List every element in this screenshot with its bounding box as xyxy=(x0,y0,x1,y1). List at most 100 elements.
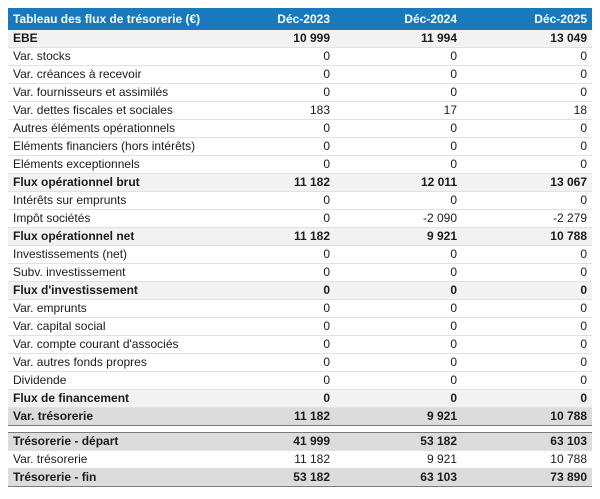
column-header-dec-2025: Déc-2025 xyxy=(462,8,592,30)
row-label: Investissements (net) xyxy=(8,245,208,264)
row-label: Trésorerie - fin xyxy=(8,468,208,487)
row-label: Var. fournisseurs et assimilés xyxy=(8,83,208,102)
row-label: Eléments exceptionnels xyxy=(8,155,208,174)
row-value: 17 xyxy=(335,101,462,120)
row-label: Var. compte courant d'associés xyxy=(8,335,208,354)
row-value: 0 xyxy=(335,83,462,102)
row-label: Var. stocks xyxy=(8,47,208,66)
row-value: 0 xyxy=(462,65,592,84)
row-value: 0 xyxy=(208,47,335,66)
table-row: Var. autres fonds propres 0 0 0 xyxy=(8,353,592,372)
row-value: 0 xyxy=(208,389,335,408)
row-value: 9 921 xyxy=(335,407,462,426)
table-row: Eléments financiers (hors intérêts) 0 0 0 xyxy=(8,137,592,156)
row-label: Var. dettes fiscales et sociales xyxy=(8,101,208,120)
row-value: 0 xyxy=(462,353,592,372)
row-label: Autres éléments opérationnels xyxy=(8,119,208,138)
row-value: 0 xyxy=(335,317,462,336)
row-value: -2 090 xyxy=(335,209,462,228)
row-value: 9 921 xyxy=(335,227,462,246)
row-label: Flux de financement xyxy=(8,389,208,408)
row-label: Flux d'investissement xyxy=(8,281,208,300)
table-row: Investissements (net) 0 0 0 xyxy=(8,245,592,264)
row-label: Var. autres fonds propres xyxy=(8,353,208,372)
table-row: Var. compte courant d'associés 0 0 0 xyxy=(8,335,592,354)
row-value: 0 xyxy=(462,137,592,156)
row-value: 0 xyxy=(208,263,335,282)
row-value: 0 xyxy=(462,281,592,300)
row-value: 0 xyxy=(335,245,462,264)
section-spacer xyxy=(8,425,592,433)
row-value: 0 xyxy=(335,281,462,300)
table-row: Intérêts sur emprunts 0 0 0 xyxy=(8,191,592,210)
row-label: Flux opérationnel net xyxy=(8,227,208,246)
row-value: 0 xyxy=(208,299,335,318)
row-value: 0 xyxy=(208,155,335,174)
table-row: Var. trésorerie 11 182 9 921 10 788 xyxy=(8,450,592,469)
row-label: Subv. investissement xyxy=(8,263,208,282)
row-label: Var. trésorerie xyxy=(8,407,208,426)
row-value: 10 788 xyxy=(462,407,592,426)
row-value: 10 788 xyxy=(462,450,592,469)
row-label: Var. trésorerie xyxy=(8,450,208,469)
row-value: 0 xyxy=(208,65,335,84)
row-value: 0 xyxy=(208,371,335,390)
row-label: Var. créances à recevoir xyxy=(8,65,208,84)
table-row: Dividende 0 0 0 xyxy=(8,371,592,390)
row-value: 0 xyxy=(335,65,462,84)
row-value: 0 xyxy=(335,299,462,318)
row-label: Var. emprunts xyxy=(8,299,208,318)
row-value: 10 999 xyxy=(208,30,335,48)
row-value: 0 xyxy=(208,317,335,336)
row-value: 13 049 xyxy=(462,30,592,48)
table-row: Var. dettes fiscales et sociales 183 17 18 xyxy=(8,101,592,120)
row-value: 0 xyxy=(208,191,335,210)
row-value: 9 921 xyxy=(335,450,462,469)
row-value: 0 xyxy=(335,263,462,282)
table-title: Tableau des flux de trésorerie (€) xyxy=(8,8,208,30)
cash-flow-table: Tableau des flux de trésorerie (€) Déc-2… xyxy=(8,8,592,487)
row-value: 13 067 xyxy=(462,173,592,192)
row-value: 0 xyxy=(462,191,592,210)
section-spacer-cell xyxy=(8,425,592,433)
table-row: Impôt sociétés 0 -2 090 -2 279 xyxy=(8,209,592,228)
table-row: Eléments exceptionnels 0 0 0 xyxy=(8,155,592,174)
row-value: 0 xyxy=(335,353,462,372)
table-row: EBE 10 999 11 994 13 049 xyxy=(8,30,592,48)
row-value: 0 xyxy=(335,119,462,138)
row-label: EBE xyxy=(8,30,208,48)
row-label: Impôt sociétés xyxy=(8,209,208,228)
row-value: 0 xyxy=(208,335,335,354)
row-value: 0 xyxy=(462,263,592,282)
row-value: 0 xyxy=(462,83,592,102)
row-value: 0 xyxy=(462,389,592,408)
table-row: Flux opérationnel net 11 182 9 921 10 788 xyxy=(8,227,592,246)
row-value: 0 xyxy=(208,137,335,156)
row-value: 0 xyxy=(208,245,335,264)
table-row: Var. emprunts 0 0 0 xyxy=(8,299,592,318)
row-value: 0 xyxy=(462,335,592,354)
row-value: 0 xyxy=(462,155,592,174)
row-value: 41 999 xyxy=(208,432,335,451)
row-value: 183 xyxy=(208,101,335,120)
row-value: 0 xyxy=(335,47,462,66)
table-row: Trésorerie - fin 53 182 63 103 73 890 xyxy=(8,468,592,487)
table-row: Subv. investissement 0 0 0 xyxy=(8,263,592,282)
row-value: 0 xyxy=(335,137,462,156)
row-value: 10 788 xyxy=(462,227,592,246)
row-label: Eléments financiers (hors intérêts) xyxy=(8,137,208,156)
row-value: 11 182 xyxy=(208,173,335,192)
table-row: Var. trésorerie 11 182 9 921 10 788 xyxy=(8,407,592,426)
table-row: Trésorerie - départ 41 999 53 182 63 103 xyxy=(8,432,592,451)
table-row: Flux d'investissement 0 0 0 xyxy=(8,281,592,300)
row-value: 0 xyxy=(335,155,462,174)
row-value: 0 xyxy=(208,353,335,372)
row-value: 63 103 xyxy=(462,432,592,451)
row-value: 0 xyxy=(462,317,592,336)
row-value: 73 890 xyxy=(462,468,592,487)
table-row: Var. fournisseurs et assimilés 0 0 0 xyxy=(8,83,592,102)
row-value: 11 994 xyxy=(335,30,462,48)
table-header-row: Tableau des flux de trésorerie (€) Déc-2… xyxy=(8,8,592,30)
row-value: 53 182 xyxy=(335,432,462,451)
